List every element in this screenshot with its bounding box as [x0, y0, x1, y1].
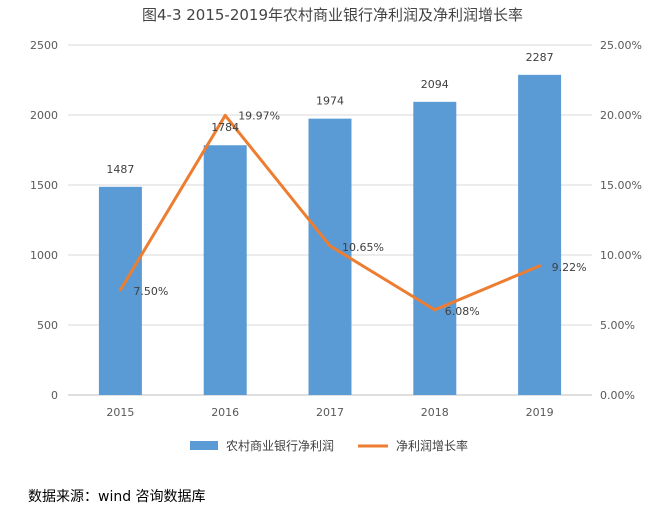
line-point	[223, 113, 227, 117]
bar-data-label: 2094	[421, 78, 449, 91]
line-point	[328, 244, 332, 248]
y-left-tick-label: 0	[51, 389, 58, 402]
bar	[413, 101, 457, 395]
bar-data-label: 1784	[211, 121, 239, 134]
bar	[308, 118, 352, 395]
x-tick-label: 2015	[106, 406, 134, 419]
line-data-label: 10.65%	[342, 241, 384, 254]
y-right-tick-label: 0.00%	[600, 389, 635, 402]
line-point	[538, 264, 542, 268]
y-left-tick-label: 1500	[30, 179, 58, 192]
line-data-label: 9.22%	[552, 261, 587, 274]
y-left-tick-label: 2000	[30, 109, 58, 122]
y-right-tick-label: 20.00%	[600, 109, 642, 122]
source-note: 数据来源：wind 咨询数据库	[28, 489, 206, 505]
x-tick-label: 2017	[316, 406, 344, 419]
chart-title: 图4-3 2015-2019年农村商业银行净利润及净利润增长率	[141, 6, 524, 24]
y-left-tick-label: 500	[37, 319, 58, 332]
bar	[203, 145, 247, 395]
bar-data-label: 1974	[316, 95, 344, 108]
y-right-tick-label: 10.00%	[600, 249, 642, 262]
legend-label-line: 净利润增长率	[396, 438, 468, 453]
bar-data-label: 1487	[106, 163, 134, 176]
y-left-tick-label: 2500	[30, 39, 58, 52]
bar-data-label: 2287	[526, 51, 554, 64]
line-data-label: 7.50%	[133, 285, 168, 298]
y-right-tick-label: 5.00%	[600, 319, 635, 332]
y-right-tick-label: 25.00%	[600, 39, 642, 52]
y-right-tick-label: 15.00%	[600, 179, 642, 192]
x-tick-label: 2019	[526, 406, 554, 419]
line-point	[118, 288, 122, 292]
line-data-label: 6.08%	[445, 305, 480, 318]
legend-swatch-bar	[190, 441, 218, 450]
line-point	[433, 308, 437, 312]
line-data-label: 19.97%	[238, 109, 280, 122]
legend-label-bar: 农村商业银行净利润	[226, 438, 334, 453]
bar	[518, 74, 562, 395]
y-left-tick-label: 1000	[30, 249, 58, 262]
x-tick-label: 2018	[421, 406, 449, 419]
x-tick-label: 2016	[211, 406, 239, 419]
